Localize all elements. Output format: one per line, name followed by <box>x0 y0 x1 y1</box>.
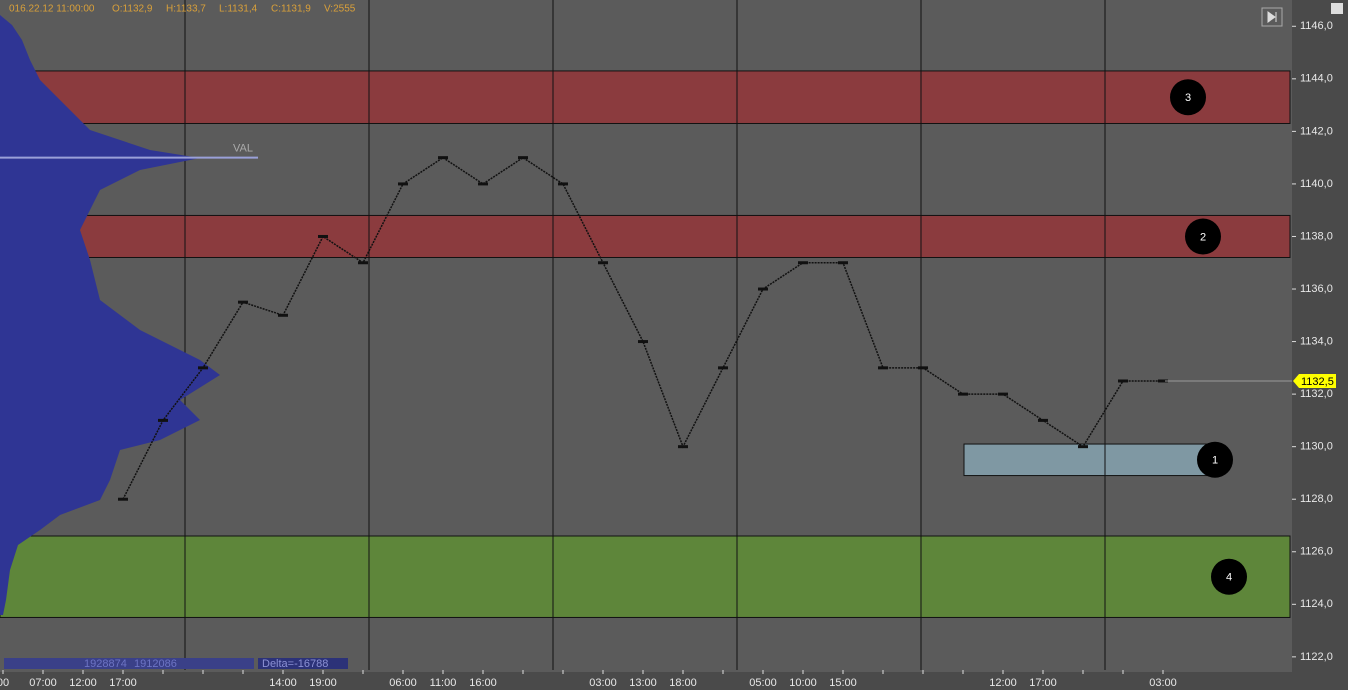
x-tick-label: 03:00 <box>589 677 617 689</box>
header-datetime: 016.22.12 11:00:00 <box>9 4 95 15</box>
zone-marker <box>1170 79 1206 116</box>
y-tick-label: 1140,0 <box>1300 178 1333 190</box>
y-tick-label: 1138,0 <box>1300 230 1333 242</box>
zone-label: 3 <box>1185 92 1191 104</box>
y-tick-label: 1142,0 <box>1300 125 1333 137</box>
delta-bar <box>258 658 348 669</box>
zone <box>0 70 1291 124</box>
y-tick-label: 1126,0 <box>1300 546 1333 558</box>
zone <box>0 535 1291 618</box>
y-tick-label: 1124,0 <box>1300 598 1333 610</box>
header-volume: V:2555 <box>324 4 356 15</box>
zone-marker <box>1197 441 1233 478</box>
x-tick-label: 05:00 <box>749 677 777 689</box>
x-tick-label: 14:00 <box>269 677 297 689</box>
zones: 3 2 4 1 <box>0 70 1291 618</box>
zone-label: 4 <box>1226 572 1232 584</box>
y-tick-label: 1122,0 <box>1300 651 1333 663</box>
x-tick-label: 12:00 <box>989 677 1017 689</box>
y-tick-label: 1128,0 <box>1300 493 1333 505</box>
f-button[interactable] <box>1331 3 1343 14</box>
x-tick-label: 17:00 <box>109 677 137 689</box>
y-tick-label: 1136,0 <box>1300 283 1333 295</box>
x-tick-label: 11:00 <box>430 677 457 689</box>
header-low: L:1131,4 <box>219 4 258 15</box>
y-tick-label: 1130,0 <box>1300 441 1333 453</box>
x-tick-label: 15:00 <box>829 677 857 689</box>
play-button[interactable] <box>1261 7 1283 27</box>
x-tick-label: 00 <box>0 677 9 689</box>
price-line <box>122 156 1163 500</box>
x-tick-label: 16:00 <box>469 677 497 689</box>
x-tick-label: 18:00 <box>669 677 697 689</box>
val-label: VAL <box>233 143 253 155</box>
header-high: H:1133,7 <box>166 4 206 15</box>
zone <box>963 443 1211 477</box>
x-tick-label: 07:00 <box>29 677 57 689</box>
x-tick-label: 19:00 <box>309 677 337 689</box>
last-price-label: 1132,5 <box>1301 376 1334 388</box>
time-axis-panel <box>0 672 1292 690</box>
footer-delta: Delta=-16788 <box>262 658 328 670</box>
x-tick-label: 10:00 <box>789 677 817 689</box>
zone-marker <box>1185 218 1221 255</box>
y-tick-label: 1144,0 <box>1300 73 1333 85</box>
last-price-tag <box>1293 373 1336 388</box>
volume-profile <box>0 15 220 615</box>
header-close: C:1131,9 <box>271 4 311 15</box>
grid <box>2 0 1296 674</box>
x-tick-label: 06:00 <box>389 677 417 689</box>
x-tick-label: 12:00 <box>69 677 97 689</box>
footer-bar <box>4 658 254 669</box>
footer-sell: 1912086 <box>134 658 177 670</box>
zone <box>0 214 1291 258</box>
price-axis-panel <box>1292 0 1348 690</box>
y-tick-label: 1132,0 <box>1300 388 1333 400</box>
y-tick-label: 1146,0 <box>1300 20 1333 32</box>
x-tick-label: 17:00 <box>1029 677 1057 689</box>
play-icon <box>1267 11 1277 23</box>
footer-buy: 1928874 <box>84 658 127 670</box>
header-open: O:1132,9 <box>112 4 153 15</box>
x-tick-label: 13:00 <box>629 677 657 689</box>
zone-label: 2 <box>1200 231 1206 243</box>
zone-marker <box>1211 558 1247 595</box>
zone-label: 1 <box>1212 455 1218 467</box>
plot: VAL <box>0 143 1336 501</box>
x-tick-label: 03:00 <box>1149 677 1177 689</box>
y-tick-label: 1134,0 <box>1300 335 1333 347</box>
